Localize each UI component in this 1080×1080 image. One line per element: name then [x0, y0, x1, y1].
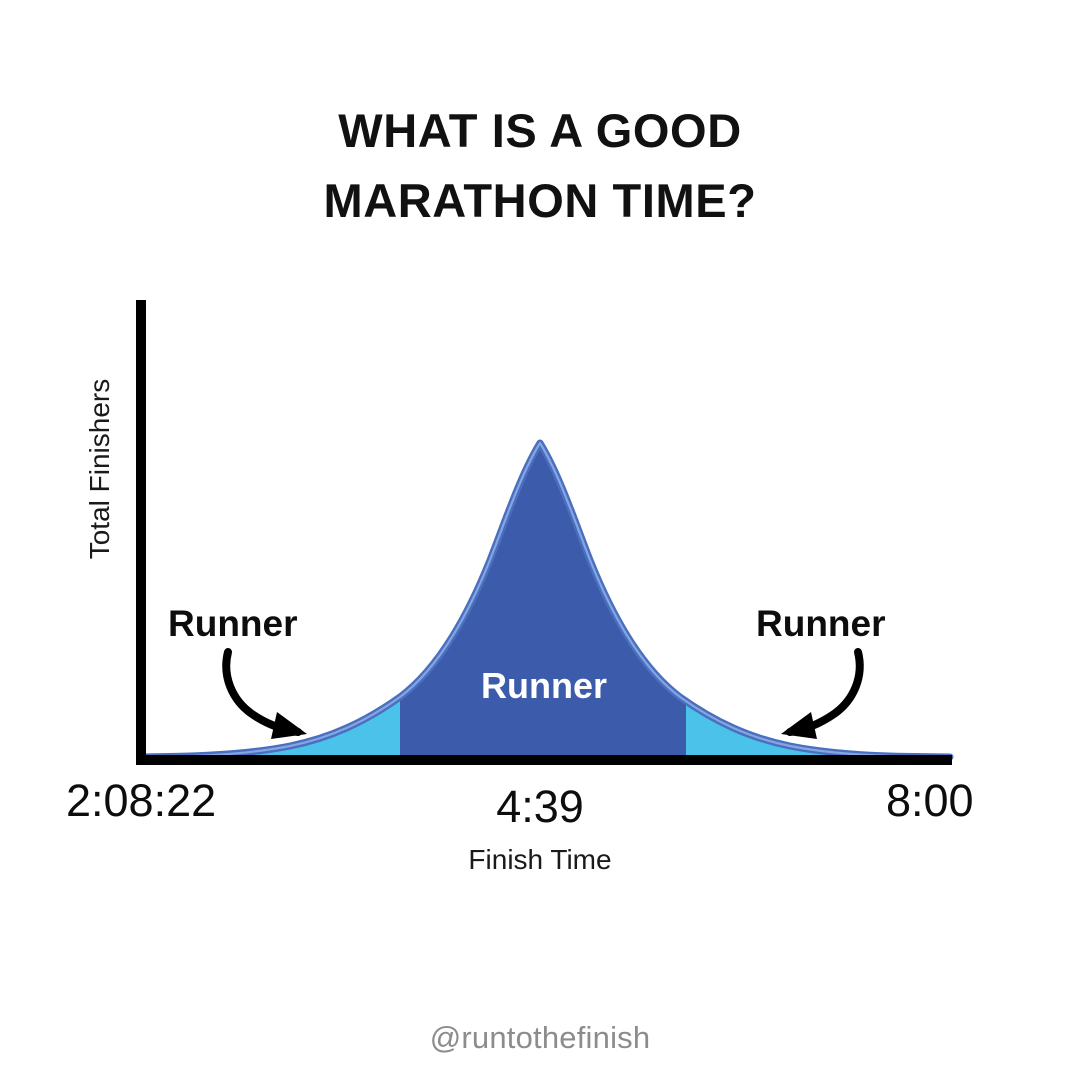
y-axis-title: Total Finishers	[84, 378, 115, 560]
curve-label-center: Runner	[481, 665, 607, 706]
right-annotation-arrow-icon	[781, 648, 864, 739]
x-axis-tick-max: 8:00	[886, 775, 974, 826]
x-axis-tick-min: 2:08:22	[66, 775, 217, 826]
watermark-handle: @runtothefinish	[429, 1020, 651, 1055]
y-axis-line	[136, 300, 146, 760]
left-annotation-arrow-icon	[222, 648, 307, 739]
title-line-2: MARATHON TIME?	[323, 174, 757, 227]
curve-region-center	[400, 443, 686, 757]
x-axis-tick-mid: 4:39	[496, 781, 584, 832]
curve-label-left-tail: Runner	[168, 603, 298, 644]
x-axis-line	[136, 755, 952, 765]
curve-label-right-tail: Runner	[756, 603, 886, 644]
page-title: WHAT IS A GOOD MARATHON TIME?	[0, 96, 1080, 236]
x-axis-title: Finish Time	[468, 844, 612, 875]
title-line-1: WHAT IS A GOOD	[338, 104, 742, 157]
